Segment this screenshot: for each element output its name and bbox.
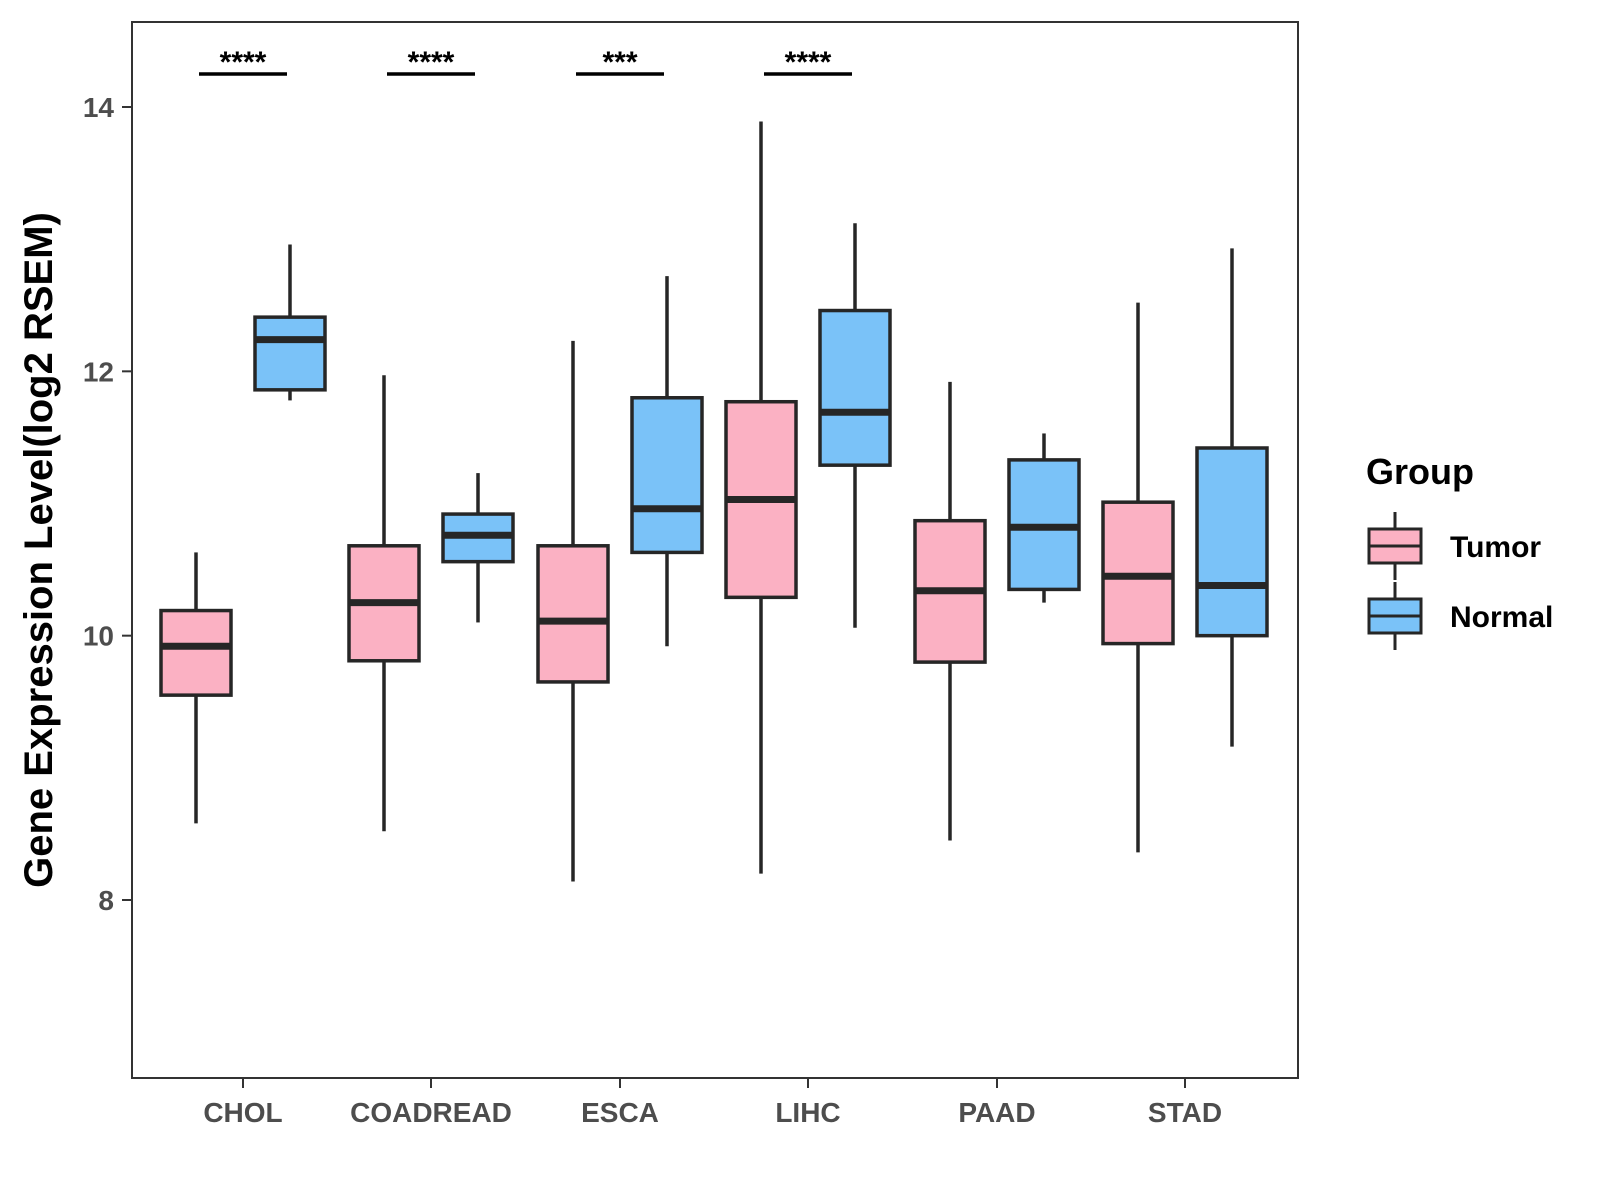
legend-title: Group (1366, 451, 1474, 492)
box-tumor-stad (1101, 302, 1175, 853)
significance-label: *** (602, 46, 637, 79)
legend-label: Tumor (1450, 531, 1541, 564)
x-axis: CHOL COADREAD ESCA LIHC PAAD STAD (203, 1078, 1222, 1128)
legend-label: Normal (1450, 601, 1553, 634)
x-tick-label-lihc: LIHC (775, 1097, 840, 1128)
y-axis-title: Gene Expression Level(log2 RSEM) (17, 212, 61, 888)
y-axis: 8 10 12 14 (83, 92, 132, 916)
box-iqr (159, 608, 233, 697)
legend-item-tumor: Tumor (1367, 512, 1541, 580)
box-iqr (818, 308, 892, 467)
panel-border (131, 21, 1299, 1079)
box-normal-stad (1195, 248, 1269, 747)
legend: Group Tumor Normal (1366, 451, 1553, 650)
y-tick-label: 10 (83, 621, 114, 652)
significance-annotations: **** **** *** **** (199, 46, 852, 79)
box-series (159, 121, 1269, 882)
box-tumor-esca (536, 340, 610, 882)
y-tick-label: 14 (83, 92, 115, 123)
box-normal-chol (253, 244, 327, 401)
significance-label: **** (408, 46, 455, 79)
y-tick-label: 12 (83, 356, 114, 387)
box-iqr (1195, 446, 1269, 638)
box-normal-paad (1007, 433, 1081, 603)
box-iqr (253, 315, 327, 392)
x-tick-label-esca: ESCA (581, 1097, 659, 1128)
box-tumor-coadread (347, 375, 421, 832)
box-tumor-chol (159, 552, 233, 824)
significance-label: **** (220, 46, 267, 79)
box-normal-lihc (818, 223, 892, 628)
box-normal-coadread (441, 473, 515, 623)
box-iqr (536, 544, 610, 684)
significance-label: **** (785, 46, 832, 79)
box-tumor-lihc (724, 121, 798, 874)
box-tumor-paad (913, 381, 987, 841)
x-tick-label-coadread: COADREAD (350, 1097, 512, 1128)
box-iqr (630, 396, 704, 555)
legend-keys: Tumor Normal (1367, 512, 1553, 650)
y-tick-label: 8 (98, 885, 114, 916)
x-tick-label-paad: PAAD (958, 1097, 1035, 1128)
legend-item-normal: Normal (1367, 582, 1553, 650)
box-normal-esca (630, 276, 704, 647)
x-tick-label-chol: CHOL (203, 1097, 282, 1128)
x-tick-label-stad: STAD (1148, 1097, 1222, 1128)
